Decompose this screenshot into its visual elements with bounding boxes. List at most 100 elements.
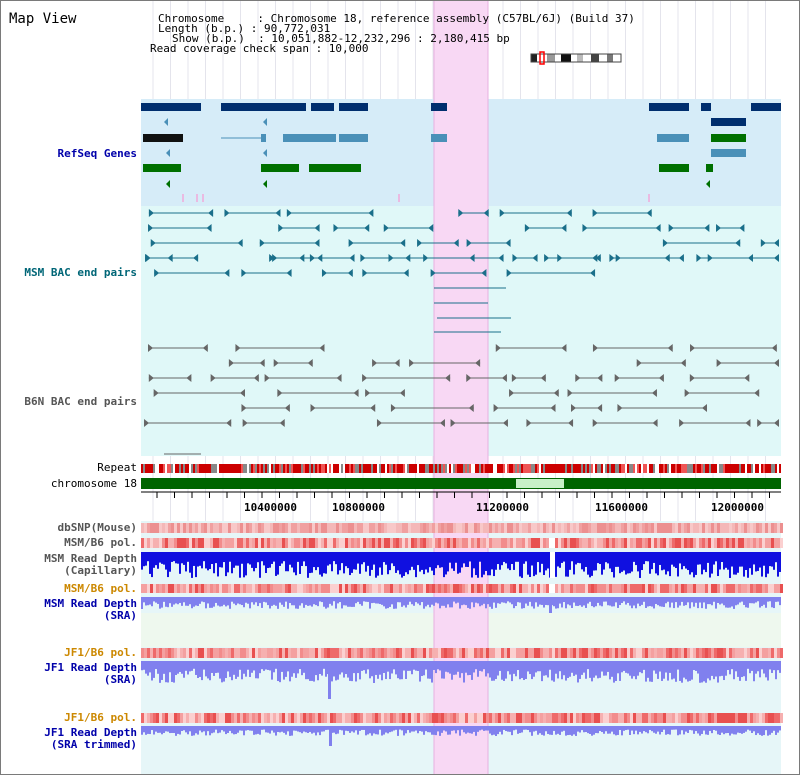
dbsnp-cell [645, 523, 648, 533]
jf1-pol-trim-cell [528, 713, 531, 723]
jf1-depth-bar [577, 661, 579, 683]
jf1-pol-trim-cell [279, 713, 282, 723]
msm-depth-capillary-bar [375, 552, 377, 578]
msm-depth-sra-bar [329, 597, 331, 604]
repeat-segment [331, 464, 333, 473]
dbsnp-cell [684, 523, 687, 533]
jf1-pol-trim-cell [663, 713, 666, 723]
msm-depth-sra-bar [503, 597, 505, 603]
msm-depth-sra-bar [295, 597, 297, 609]
jf1-depth-trim-bar [601, 726, 603, 733]
jf1-depth-bar [559, 661, 561, 672]
track-label-msm-b6-pol-capillary[interactable]: MSM/B6 pol. [64, 536, 137, 549]
msm-pol-sra-cell [642, 584, 645, 593]
track-label-b6n-bac[interactable]: B6N BAC end pairs [24, 395, 137, 408]
msm-depth-capillary-bar [283, 552, 285, 562]
track-label-dbsnp[interactable]: dbSNP(Mouse) [57, 521, 137, 534]
jf1-depth-trim-bar [403, 726, 405, 736]
b6n-bac-pair-end [690, 344, 696, 352]
jf1-depth-bar [631, 661, 633, 679]
jf1-pol-trim-cell [384, 713, 387, 723]
track-label-msm-depth-sra[interactable]: MSM Read Depth [44, 597, 137, 610]
track-label-msm-depth-capillary[interactable]: MSM Read Depth [44, 552, 137, 565]
msm-bac-pair-end [145, 254, 151, 262]
msm-depth-capillary-bar [345, 552, 347, 567]
track-label-jf1-b6-pol-trimmed[interactable]: JF1/B6 pol. [64, 711, 137, 724]
jf1-depth-bar [551, 661, 553, 681]
track-label-jf1-b6-pol[interactable]: JF1/B6 pol. [64, 646, 137, 659]
track-label-refseq-genes[interactable]: RefSeq Genes [57, 147, 137, 160]
repeat-segment [651, 464, 653, 473]
msm-pol-cell [750, 538, 753, 548]
repeat-segment [199, 464, 201, 473]
msm-depth-sra-bar [675, 597, 677, 603]
repeat-segment [487, 464, 489, 473]
jf1-depth-trim-bar [173, 726, 175, 733]
msm-pol-sra-cell [420, 584, 423, 593]
track-label-msm-bac[interactable]: MSM BAC end pairs [24, 266, 137, 279]
dbsnp-cell [150, 523, 153, 533]
repeat-segment [335, 464, 337, 473]
jf1-depth-trim-bar [487, 726, 489, 731]
dbsnp-cell [201, 523, 204, 533]
repeat-segment [269, 464, 271, 473]
msm-pol-sra-cell [705, 584, 708, 593]
b6n-bac-pair-end [226, 419, 232, 427]
msm-pol-sra-cell [201, 584, 204, 593]
repeat-segment [353, 464, 355, 473]
jf1-depth-trim-bar [235, 726, 237, 735]
jf1-depth-bar [459, 661, 461, 678]
msm-depth-capillary-bar [309, 552, 311, 574]
msm-pol-sra-cell [168, 584, 171, 593]
track-label-jf1-depth[interactable]: JF1 Read Depth [44, 661, 137, 674]
jf1-depth-bar [757, 661, 759, 672]
msm-depth-sra-bar [553, 597, 555, 607]
track-label-repeat[interactable]: Repeat [97, 461, 137, 474]
jf1-pol-trim-cell [336, 713, 339, 723]
b6n-bac-pair-end [509, 389, 515, 397]
jf1-depth-trim-bar [705, 726, 707, 735]
msm-pol-sra-cell [567, 584, 570, 593]
msm-depth-capillary-bar [395, 552, 397, 573]
msm-depth-capillary-bar [609, 552, 611, 569]
msm-depth-capillary-bar [147, 552, 149, 562]
jf1-depth-trim-bar [503, 726, 505, 730]
msm-bac-pair-end [269, 254, 275, 262]
jf1-depth-bar [427, 661, 429, 679]
msm-depth-capillary-bar [541, 552, 543, 564]
msm-depth-sra-bar [495, 597, 497, 608]
dbsnp-cell [744, 523, 747, 533]
track-label-jf1-depth-trimmed[interactable]: JF1 Read Depth [44, 726, 137, 739]
jf1-depth-bar [289, 661, 291, 682]
msm-depth-capillary-bar [259, 552, 261, 578]
jf1-depth-trim-bar [433, 726, 435, 735]
msm-depth-sra-bar [297, 597, 299, 609]
msm-depth-capillary-bar [445, 552, 447, 575]
repeat-segment [325, 464, 327, 473]
msm-depth-sra-bar [425, 597, 427, 607]
jf1-depth-trim-bar [729, 726, 731, 736]
repeat-segment [255, 464, 257, 473]
msm-depth-sra-bar [443, 597, 445, 606]
msm-pol-cell [147, 538, 150, 548]
repeat-segment [661, 464, 663, 473]
jf1-pol-trim-cell [567, 713, 570, 723]
msm-depth-sra-bar [307, 597, 309, 606]
msm-depth-sra-bar [283, 597, 285, 607]
jf1-pol-trim-cell [453, 713, 456, 723]
msm-pol-sra-cell [654, 584, 657, 593]
jf1-pol-trim-cell [612, 713, 615, 723]
jf1-depth-bar [747, 661, 749, 669]
jf1-pol-cell [468, 648, 471, 658]
track-label-msm-b6-pol-sra[interactable]: MSM/B6 pol. [64, 582, 137, 595]
msm-depth-sra-bar [349, 597, 351, 607]
dbsnp-cell [678, 523, 681, 533]
repeat-segment [489, 464, 491, 473]
jf1-pol-cell [414, 648, 417, 658]
jf1-depth-trim-bar [607, 726, 609, 734]
msm-pol-sra-cell [720, 584, 723, 593]
jf1-pol-cell [336, 648, 339, 658]
msm-depth-capillary-bar [481, 552, 483, 578]
jf1-depth-trim-bar [769, 726, 771, 735]
